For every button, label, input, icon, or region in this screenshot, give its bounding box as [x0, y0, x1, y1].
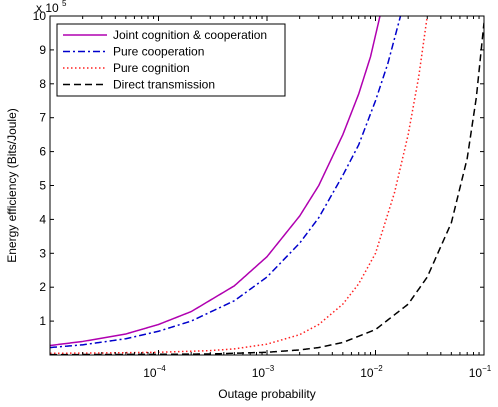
legend-box	[56, 23, 286, 97]
y-tick-label: 6	[39, 145, 46, 159]
y-tick-label: 8	[39, 77, 46, 91]
legend-label: Pure cognition	[113, 61, 190, 75]
series-line-1	[50, 16, 381, 347]
y-tick-label: 9	[39, 43, 46, 57]
y-axis-label: Energy efficiency (Bits/Joule)	[5, 108, 19, 263]
y-tick-label: 1	[39, 314, 46, 328]
legend: Joint cognition & cooperation Pure cooper…	[56, 23, 286, 97]
x-tick-label: 10−2	[360, 364, 383, 380]
legend-label: Pure cooperation	[113, 45, 204, 59]
y-exponent-base: x 10	[36, 1, 59, 15]
y-tick-label: 2	[39, 280, 46, 294]
x-tick-label: 10−3	[252, 364, 275, 380]
y-tick-label: 5	[39, 179, 46, 193]
series-line-2	[50, 16, 402, 349]
series-line-3	[50, 16, 429, 355]
y-tick-label: 4	[39, 212, 46, 226]
y-axis-exponent: x 10 5	[36, 0, 67, 15]
legend-label: Direct transmission	[113, 78, 215, 92]
x-axis-label: Outage probability	[218, 387, 315, 401]
y-tick-label: 10	[33, 9, 47, 23]
x-tick-label: 10−4	[143, 364, 166, 380]
series-line-4	[50, 22, 484, 355]
y-tick-label: 3	[39, 246, 46, 260]
x-tick-label: 10−1	[469, 364, 492, 380]
legend-label: Joint cognition & cooperation	[113, 28, 267, 42]
plot-area	[50, 16, 484, 355]
axis-ticks: 1 2 3 4 5 6 7 8 9 10 10−4 10−3 10−2 10−1	[33, 9, 492, 380]
y-exponent-power: 5	[62, 0, 67, 8]
y-tick-label: 7	[39, 111, 46, 125]
